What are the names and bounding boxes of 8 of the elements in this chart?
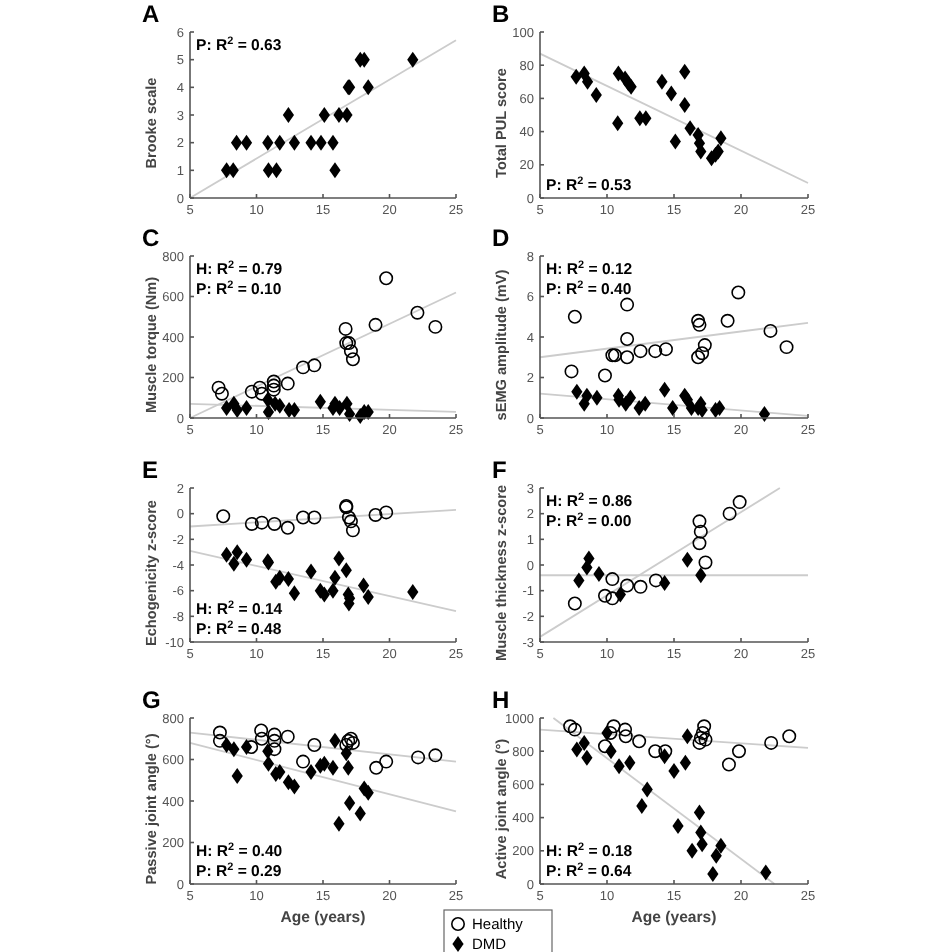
chart-title: C [142, 224, 160, 252]
chart-title: F [492, 456, 507, 484]
chart-title: E [142, 456, 159, 484]
chart-title: B [492, 0, 510, 28]
chart-title: G [142, 686, 161, 714]
chart-title: A [142, 0, 160, 28]
chart-title: H [492, 686, 510, 714]
chart-title: D [492, 224, 510, 252]
